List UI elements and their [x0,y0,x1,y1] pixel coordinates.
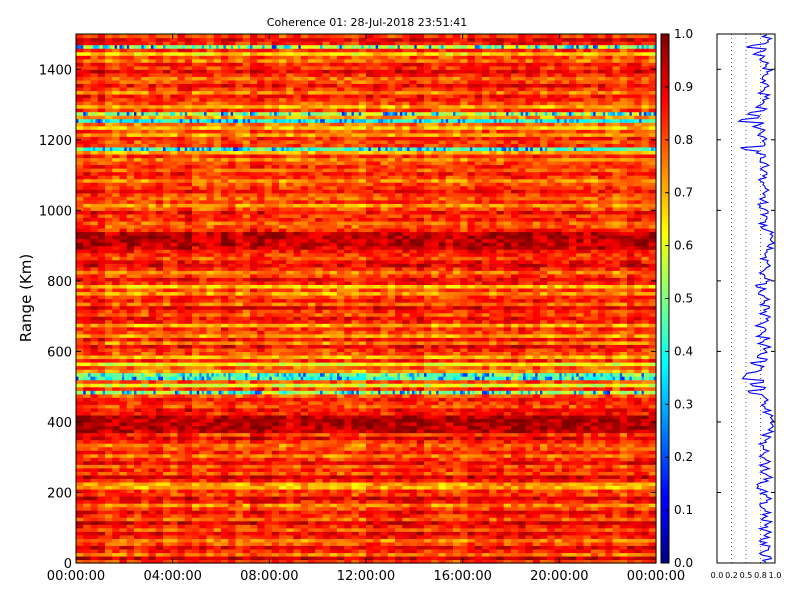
heatmap [76,34,657,564]
chart-title: Coherence 01: 28-Jul-2018 23:51:41 [267,16,467,29]
